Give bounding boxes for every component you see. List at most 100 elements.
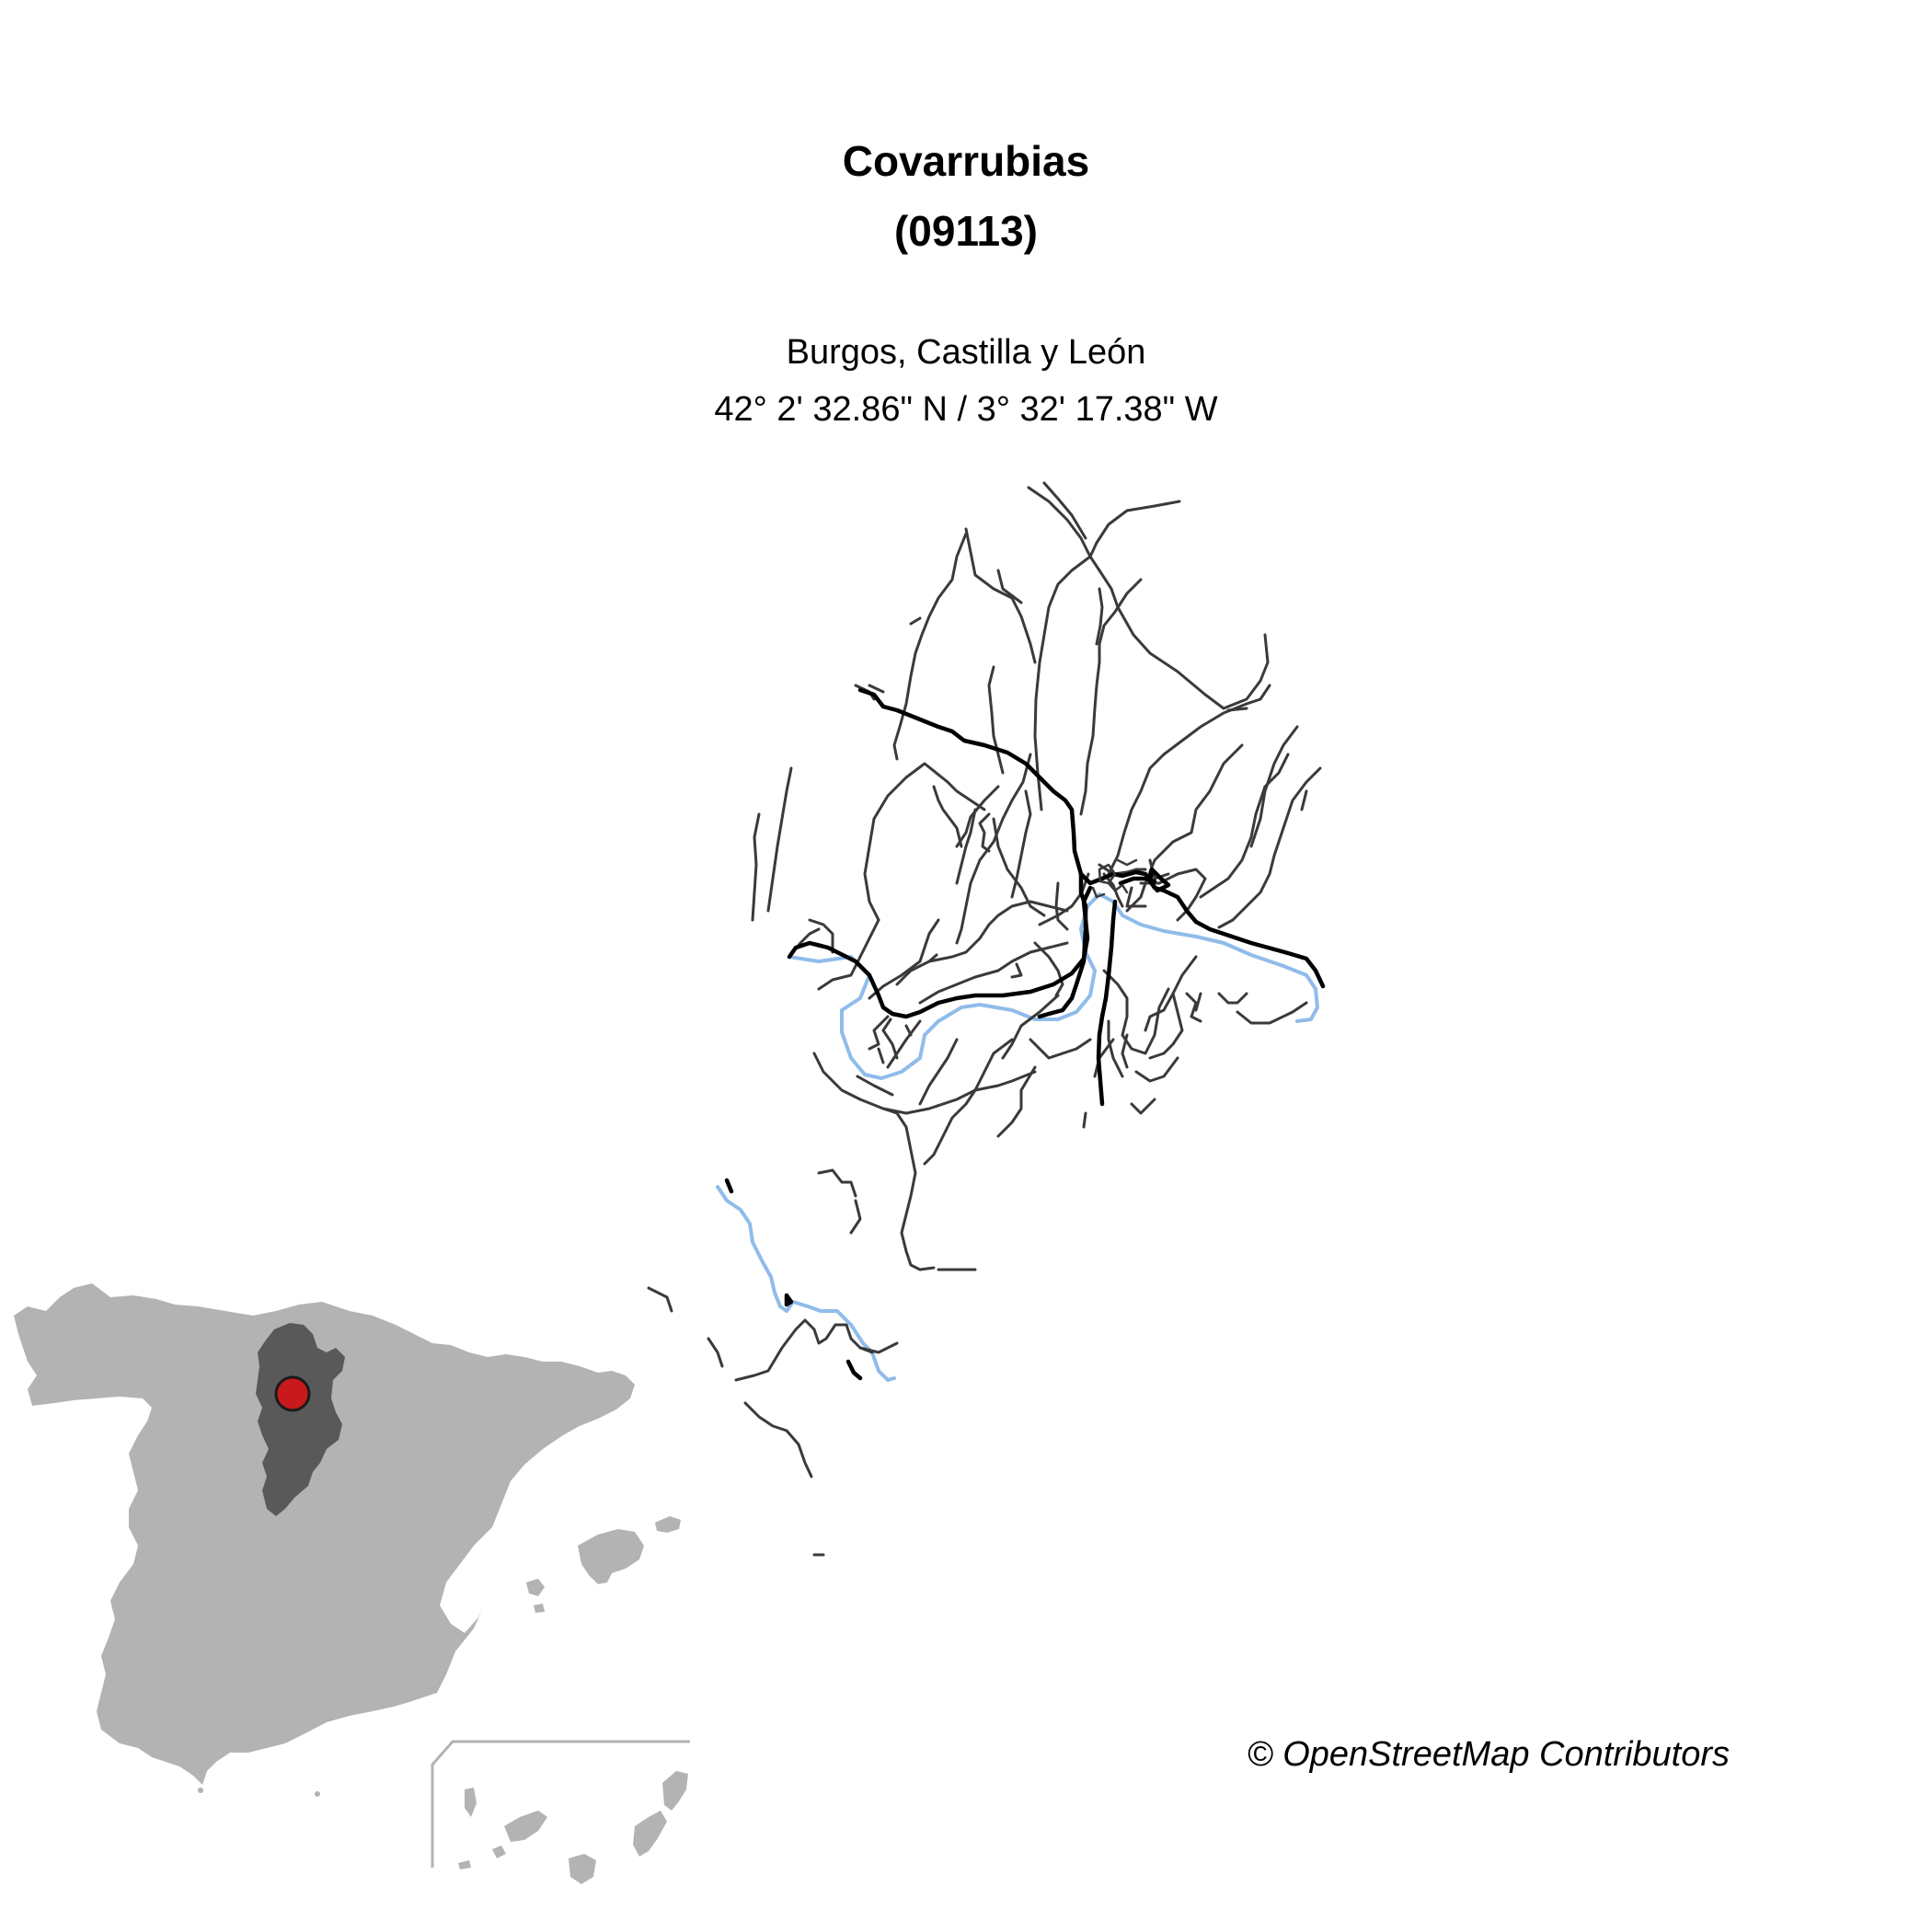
track: [1098, 569, 1270, 710]
primary-road: [857, 687, 1326, 989]
track: [904, 1024, 913, 1037]
track: [955, 808, 977, 885]
la-gomera-island: [492, 1846, 506, 1858]
track: [881, 1018, 899, 1060]
track: [1079, 578, 1143, 816]
track: [808, 918, 834, 954]
track: [1001, 994, 1060, 1060]
track: [817, 1168, 857, 1198]
track: [1226, 707, 1248, 712]
track: [1082, 1111, 1087, 1129]
menorca-island: [655, 1516, 681, 1533]
region-subtitle: Burgos, Castilla y León: [786, 333, 1146, 372]
track: [1054, 881, 1069, 931]
fuerteventura-island: [633, 1811, 667, 1857]
track: [1125, 743, 1244, 913]
track: [1095, 587, 1104, 646]
tenerife-island: [504, 1811, 547, 1842]
la-palma-island: [465, 1788, 477, 1817]
coordinates-subtitle: 42° 2' 32.86" N / 3° 32' 17.38" W: [714, 390, 1218, 429]
track: [978, 812, 991, 853]
track: [856, 1075, 894, 1097]
track: [1134, 1056, 1179, 1083]
lanzarote-island: [662, 1771, 688, 1811]
track: [955, 753, 1032, 945]
track: [923, 1038, 1014, 1166]
track: [1033, 555, 1092, 811]
track: [927, 953, 938, 963]
track: [895, 900, 1069, 986]
track: [877, 1047, 885, 1064]
ceuta: [198, 1788, 203, 1793]
track: [1010, 962, 1023, 979]
track: [1300, 789, 1308, 811]
track: [868, 1015, 890, 1051]
track: [1217, 766, 1322, 929]
canary-inset-frame: [431, 1740, 690, 1868]
track-layer: [647, 481, 1322, 1557]
track: [1088, 500, 1181, 558]
spain-inset: [14, 1283, 690, 1884]
track: [996, 569, 1023, 604]
track: [886, 1019, 922, 1069]
balearic-islands: [526, 1516, 681, 1613]
track: [1130, 1098, 1156, 1115]
track: [707, 1337, 724, 1368]
village-street: [1098, 863, 1117, 885]
ceuta-melilla: [198, 1788, 320, 1797]
village-street: [1091, 886, 1106, 899]
track: [766, 766, 793, 913]
spain-mainland: [14, 1283, 635, 1785]
track: [1125, 886, 1147, 908]
track: [812, 1052, 1037, 1115]
track: [992, 817, 1046, 917]
track: [1098, 863, 1147, 876]
melilla: [315, 1791, 320, 1797]
primary-road: [1037, 871, 1088, 1019]
track: [1033, 941, 1064, 997]
track: [743, 1401, 813, 1478]
track: [734, 1318, 874, 1382]
track: [1217, 992, 1248, 1005]
track: [868, 684, 885, 694]
track: [1107, 1019, 1124, 1078]
ibiza-island: [526, 1579, 545, 1596]
primary-road: [845, 1359, 863, 1381]
track: [1102, 969, 1170, 1055]
track: [1121, 1033, 1129, 1069]
track: [909, 616, 922, 626]
attribution-credit: © OpenStreetMap Contributors: [1247, 1735, 1730, 1774]
track: [1038, 872, 1090, 926]
primary-road: [724, 1178, 734, 1194]
track: [849, 1199, 862, 1235]
village-street: [1116, 858, 1138, 867]
gran-canaria-island: [569, 1854, 596, 1884]
track: [1029, 1038, 1092, 1060]
track: [1027, 486, 1101, 572]
track: [647, 1286, 673, 1313]
location-marker: [274, 1375, 311, 1412]
el-hierro-island: [458, 1860, 471, 1869]
track: [868, 918, 940, 1000]
track: [918, 1038, 959, 1106]
canary-islands: [458, 1771, 688, 1884]
track: [1148, 992, 1184, 1060]
track: [817, 918, 880, 991]
primary-road-layer: [724, 687, 1326, 1381]
track: [1042, 481, 1087, 540]
track: [881, 1107, 936, 1271]
map-title: Covarrubias: [842, 137, 1090, 185]
village-street: [1107, 881, 1129, 894]
primary-road: [1096, 899, 1118, 1107]
track: [751, 812, 761, 922]
primary-road: [784, 1293, 794, 1307]
track: [1199, 753, 1290, 899]
burgos-province: [256, 1323, 345, 1516]
municipality-code: (09113): [893, 207, 1038, 255]
track: [1185, 992, 1202, 1023]
mallorca-island: [578, 1529, 644, 1584]
river-main: [788, 892, 1319, 1080]
track: [1144, 955, 1198, 1032]
track: [1194, 992, 1202, 1012]
